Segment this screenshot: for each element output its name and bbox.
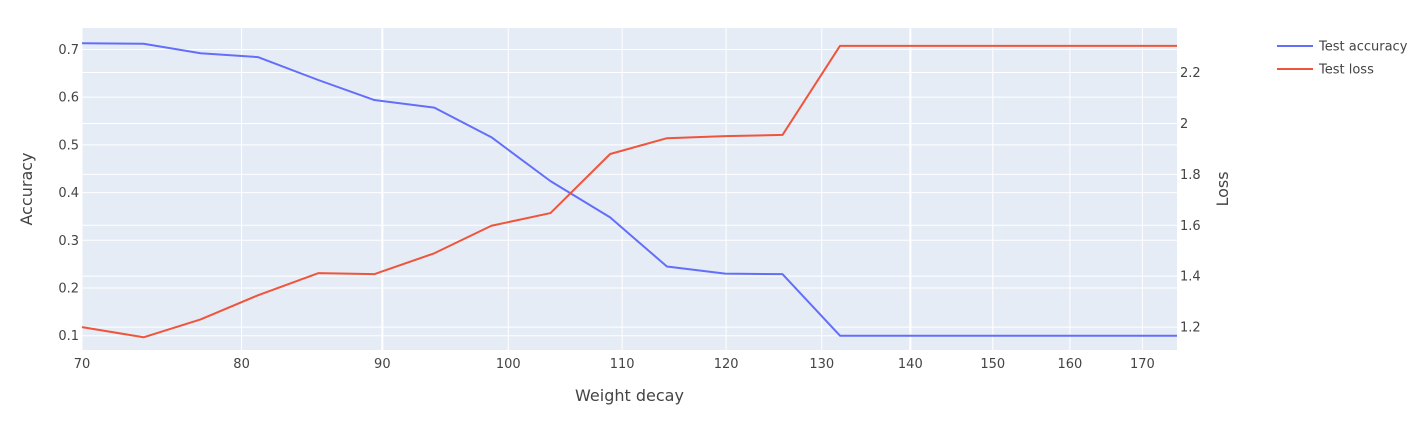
y2-axis-title: Loss [1213,171,1232,206]
y2-tick-label: 1.6 [1180,219,1201,234]
x-tick-label: 80 [233,357,250,372]
legend-item-test-loss[interactable]: Test loss [1277,63,1374,78]
x-axis-title: Weight decay [575,386,684,405]
y2-tick-label: 1.2 [1180,321,1201,336]
y-tick-label: 0.3 [58,234,79,249]
legend[interactable]: Test accuracy Test loss [1277,40,1408,78]
series-layer [81,42,1177,339]
x-tick-label: 110 [610,357,635,372]
y-tick-label: 0.1 [58,329,79,344]
y-tick-label: 0.6 [58,91,79,106]
y2-tick-labels: 1.2 1.4 1.6 1.8 2 2.2 [1180,66,1201,336]
y-tick-label: 0.7 [58,43,79,58]
x-tick-label: 170 [1130,357,1155,372]
x-tick-label: 70 [74,357,91,372]
y-tick-label: 0.4 [58,186,79,201]
x-tick-label: 120 [714,357,739,372]
x-tick-label: 140 [898,357,923,372]
x-gridlines [81,28,1143,350]
x-tick-label: 90 [374,357,391,372]
x-tick-label: 150 [980,357,1005,372]
y-tick-label: 0.2 [58,281,79,296]
y2-tick-label: 1.8 [1180,168,1201,183]
legend-label: Test loss [1318,63,1374,78]
series-line-test-accuracy [81,42,1177,337]
legend-label: Test accuracy [1318,40,1408,55]
plot-background [82,28,1177,350]
x-tick-label: 130 [809,357,834,372]
y-tick-labels: 0.1 0.2 0.3 0.4 0.5 0.6 0.7 [58,43,79,344]
y2-tick-label: 2.2 [1180,66,1201,81]
y-gridlines [82,48,1177,337]
x-tick-label: 100 [496,357,521,372]
y-tick-label: 0.5 [58,138,79,153]
y-axis-title: Accuracy [17,152,36,225]
series-line-test-loss [81,44,1177,339]
legend-item-test-accuracy[interactable]: Test accuracy [1277,40,1408,55]
x-tick-labels: 70 80 90 100 110 120 130 140 150 160 170 [74,357,1155,372]
x-tick-label: 160 [1057,357,1082,372]
y2-tick-label: 1.4 [1180,270,1201,285]
y2-tick-label: 2 [1180,117,1188,132]
